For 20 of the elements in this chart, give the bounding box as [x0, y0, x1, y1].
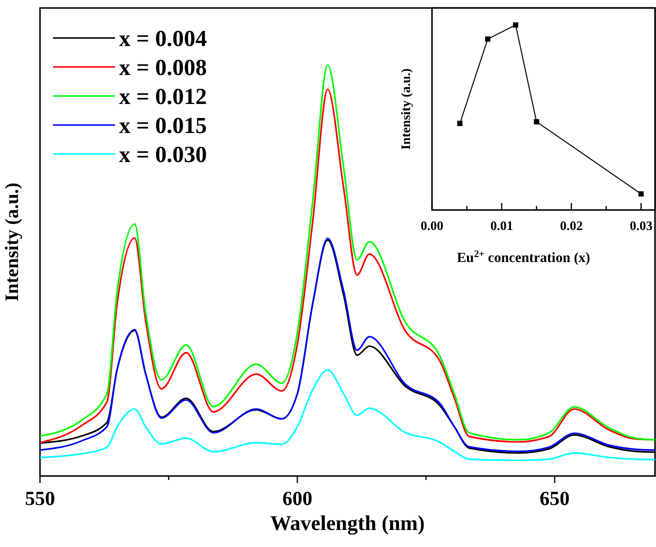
- y-axis-title: Intensity (a.u.): [2, 182, 23, 302]
- point: [485, 36, 490, 42]
- x-tick-label: 650: [540, 488, 570, 510]
- legend-label: x = 0.008: [119, 55, 207, 80]
- x-tick-label: 0.03: [630, 218, 653, 233]
- x-tick-label: 0.00: [420, 218, 444, 233]
- x-axis-title: Eu$^{2+}$ concentration (x): [456, 248, 591, 266]
- legend-label: x = 0.004: [119, 26, 208, 51]
- legend-label: x = 0.012: [119, 84, 207, 109]
- x-tick-label: 0.01: [490, 218, 514, 233]
- x-tick-label: 600: [282, 488, 312, 510]
- x-tick-label: 0.02: [560, 218, 583, 233]
- x-axis-title: Wavelength (nm): [270, 511, 425, 535]
- legend-label: x = 0.030: [119, 142, 207, 167]
- point: [512, 22, 518, 28]
- x-tick-label: 550: [25, 488, 55, 510]
- legend-label: x = 0.015: [119, 113, 207, 138]
- y-axis-title: Intensity (a.u.): [398, 68, 413, 150]
- point: [534, 119, 540, 124]
- point: [457, 120, 463, 126]
